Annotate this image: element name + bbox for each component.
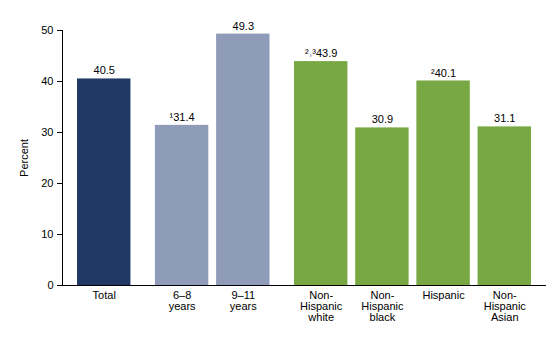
svg-text:Non-Hispanicblack: Non-Hispanicblack [361,289,404,323]
svg-text:50: 50 [41,24,53,36]
svg-text:0: 0 [47,279,53,291]
svg-text:20: 20 [41,177,53,189]
svg-text:30: 30 [41,126,53,138]
svg-text:49.3: 49.3 [233,20,254,32]
svg-text:10: 10 [41,228,53,240]
svg-text:²40.1: ²40.1 [431,67,456,79]
svg-text:31.1: 31.1 [494,112,515,124]
svg-text:²˒³43.9: ²˒³43.9 [305,47,337,59]
svg-text:30.9: 30.9 [372,113,393,125]
svg-text:9–11years: 9–11years [230,289,257,312]
svg-text:¹31.4: ¹31.4 [170,111,195,123]
svg-text:Total: Total [93,289,116,301]
svg-text:40: 40 [41,75,53,87]
svg-text:Hispanic: Hispanic [422,289,465,301]
svg-text:6–8years: 6–8years [169,289,196,312]
svg-text:Non-Hispanicwhite: Non-Hispanicwhite [300,289,343,323]
svg-text:Percent: Percent [18,139,30,177]
svg-text:Non-HispanicAsian: Non-HispanicAsian [484,289,527,323]
svg-text:40.5: 40.5 [94,64,115,76]
